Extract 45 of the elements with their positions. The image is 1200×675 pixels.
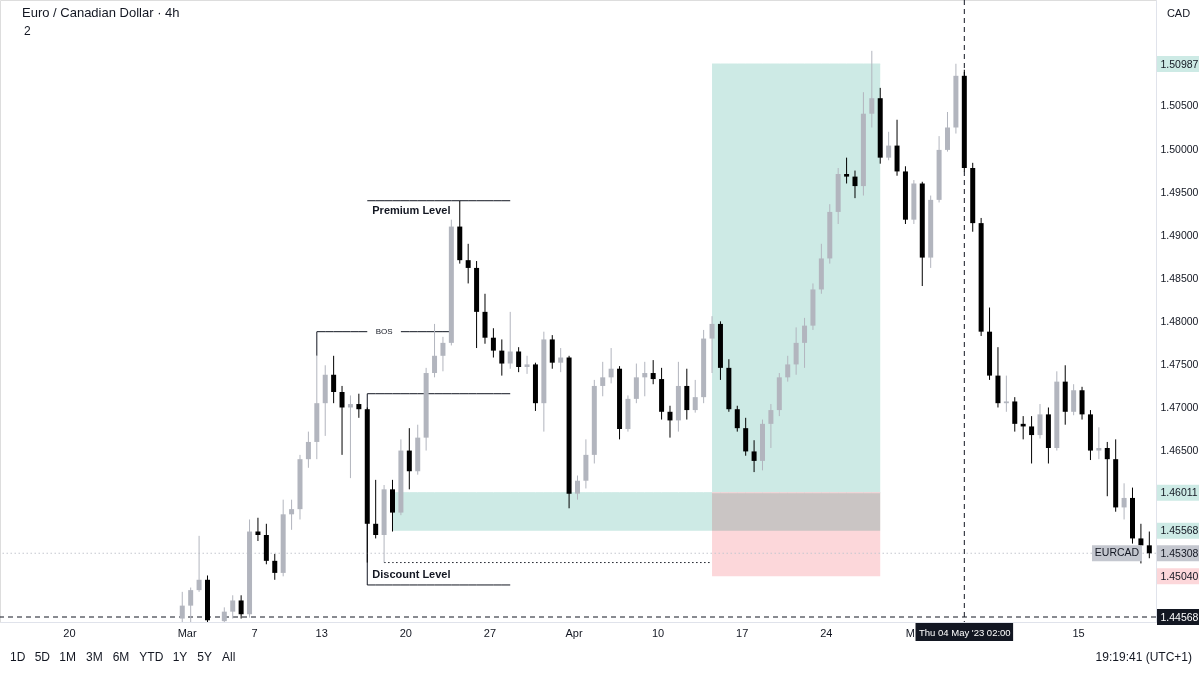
y-tick-label: 1.50987 xyxy=(1160,57,1199,70)
y-tick-label: 1.45040 xyxy=(1160,569,1199,582)
text: 5Y xyxy=(197,650,213,664)
text: 3M xyxy=(86,650,103,664)
y-tick-label: 1.44568 xyxy=(1160,610,1199,623)
series-label: BOS xyxy=(375,326,393,336)
y-axis-title: CAD xyxy=(1166,6,1191,19)
x-tick-label: 13 xyxy=(315,626,328,639)
text: YTD xyxy=(139,650,164,664)
y-tick-label: 1.45568 xyxy=(1160,524,1199,537)
x-tick-label: 7 xyxy=(251,626,258,639)
y-tick-label: 1.46011 xyxy=(1160,486,1198,499)
x-tick-label: Thu 04 May '23 02:00 xyxy=(919,626,1011,638)
x-tick-label: 20 xyxy=(63,626,76,639)
series-label: Premium Level xyxy=(372,203,451,216)
y-tick-label: 1.46500 xyxy=(1160,444,1199,457)
x-tick-label: 17 xyxy=(736,626,749,639)
text: 1Y xyxy=(172,650,188,664)
x-tick-label: Apr xyxy=(565,626,583,639)
annotation: 2 xyxy=(24,24,31,38)
text: 1M xyxy=(59,650,77,664)
text: 1D xyxy=(10,650,26,664)
y-tick-label: 1.50500 xyxy=(1160,99,1199,112)
text: 19:19:41 (UTC+1) xyxy=(1095,650,1192,664)
series-label: Discount Level xyxy=(372,567,451,580)
x-tick-label: 15 xyxy=(1072,626,1085,639)
y-tick-label: 1.47500 xyxy=(1160,357,1199,370)
x-tick-label: Mar xyxy=(177,626,197,639)
y-tick-label: 1.50000 xyxy=(1160,142,1199,155)
y-tick-label: 1.47000 xyxy=(1160,400,1199,413)
text: 5D xyxy=(34,650,51,664)
y-tick-label: 1.48500 xyxy=(1160,271,1199,284)
y-tick-label: 1.45308 xyxy=(1160,546,1199,559)
x-tick-label: 24 xyxy=(820,626,833,639)
y-tick-label: 1.49500 xyxy=(1160,185,1199,198)
x-tick-label: 10 xyxy=(651,626,665,639)
text: 6M xyxy=(112,650,130,664)
x-tick-label: M xyxy=(905,626,915,639)
y-tick-label: 1.49000 xyxy=(1160,228,1199,241)
ref-line-label: EURCAD xyxy=(1094,546,1140,559)
chart-title: Euro / Canadian Dollar · 4h xyxy=(22,5,180,20)
text: All xyxy=(222,650,236,664)
x-tick-label: 20 xyxy=(399,626,412,639)
y-tick-label: 1.48000 xyxy=(1160,314,1199,327)
x-tick-label: 27 xyxy=(483,626,497,639)
